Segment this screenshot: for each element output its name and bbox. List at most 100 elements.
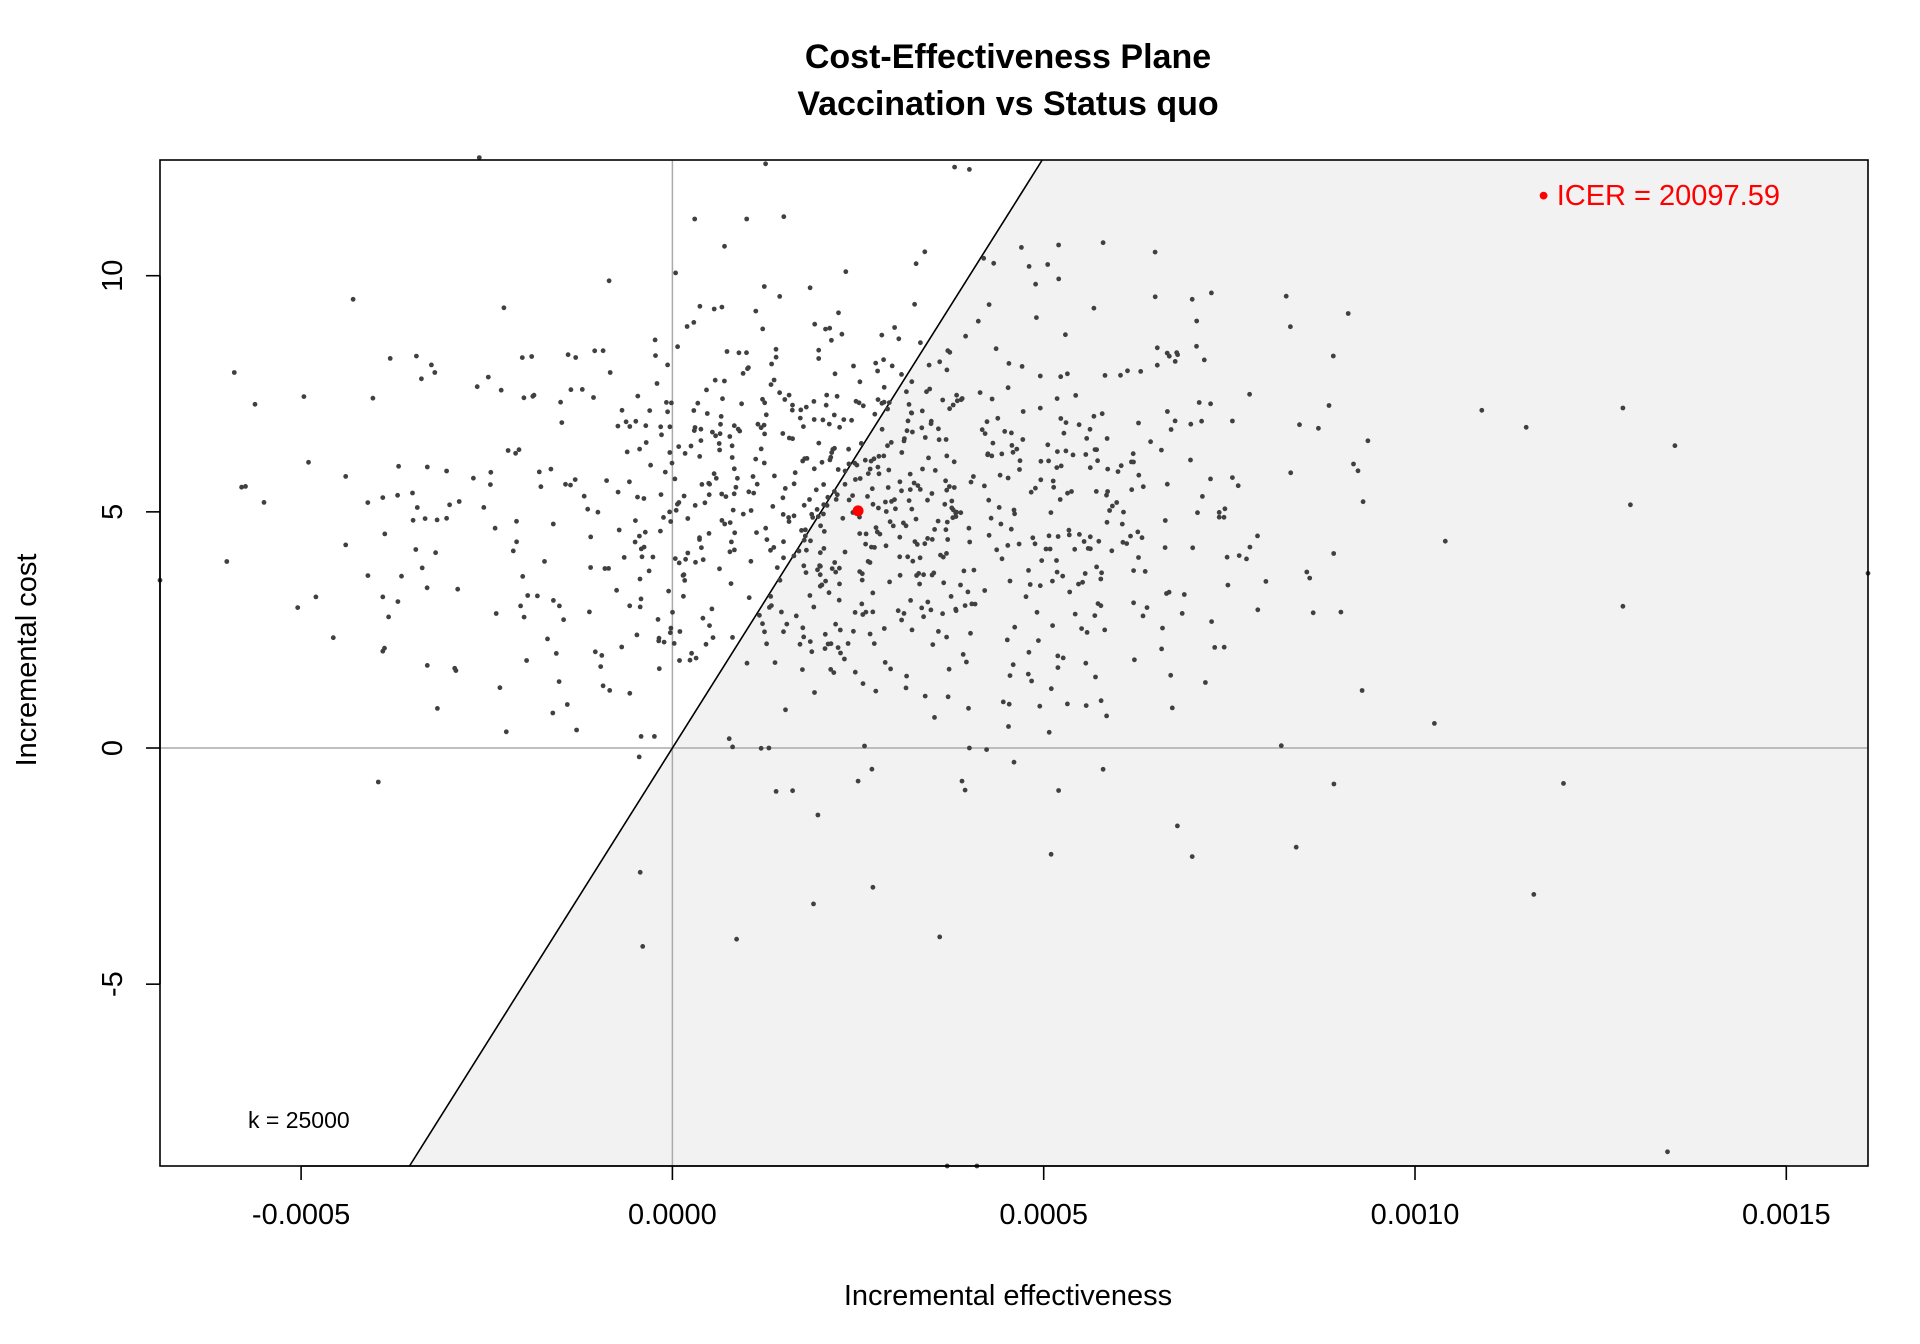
simulation-point <box>981 255 987 261</box>
simulation-point <box>565 352 571 358</box>
simulation-point <box>846 461 852 467</box>
simulation-point <box>1140 613 1146 619</box>
simulation-point <box>627 690 633 696</box>
simulation-point <box>925 497 930 503</box>
simulation-point <box>510 548 516 554</box>
simulation-point <box>897 572 903 578</box>
simulation-point <box>699 545 704 551</box>
simulation-point <box>685 550 691 556</box>
simulation-point <box>1069 489 1074 494</box>
simulation-point <box>719 491 725 497</box>
simulation-point <box>681 493 687 499</box>
simulation-point <box>607 688 613 693</box>
simulation-point <box>1479 407 1485 413</box>
simulation-point <box>892 497 897 502</box>
simulation-point <box>1331 781 1337 787</box>
simulation-point <box>905 418 911 424</box>
simulation-point <box>693 655 699 661</box>
simulation-point <box>1083 452 1089 457</box>
simulation-point <box>1236 553 1242 558</box>
simulation-point <box>1099 411 1105 417</box>
simulation-point <box>873 688 879 694</box>
simulation-point <box>1118 372 1123 378</box>
simulation-point <box>1056 788 1061 793</box>
simulation-point <box>851 363 856 369</box>
simulation-point <box>675 344 680 350</box>
simulation-point <box>1023 594 1029 600</box>
simulation-point <box>1162 545 1168 550</box>
simulation-point <box>719 304 725 310</box>
simulation-point <box>550 521 556 527</box>
simulation-point <box>769 361 774 367</box>
simulation-point <box>873 525 879 530</box>
simulation-point <box>1131 568 1136 573</box>
simulation-point <box>834 492 840 498</box>
simulation-point <box>396 463 401 469</box>
simulation-point <box>997 472 1003 478</box>
simulation-point <box>365 500 371 505</box>
simulation-point <box>503 729 509 735</box>
simulation-point <box>730 744 735 750</box>
simulation-point <box>1188 457 1193 463</box>
simulation-point <box>941 580 947 586</box>
simulation-point <box>1063 420 1069 425</box>
simulation-point <box>917 487 923 492</box>
simulation-point <box>1084 630 1090 635</box>
simulation-point <box>912 301 917 307</box>
simulation-point <box>968 630 973 636</box>
simulation-point <box>863 541 868 547</box>
simulation-point <box>1002 429 1008 434</box>
simulation-point <box>683 556 688 562</box>
simulation-point <box>763 525 769 531</box>
simulation-point <box>1105 489 1110 494</box>
simulation-point <box>820 417 826 423</box>
simulation-point <box>769 603 774 608</box>
simulation-point <box>639 554 645 560</box>
simulation-point <box>800 625 806 631</box>
simulation-point <box>1070 452 1076 458</box>
simulation-point <box>922 249 928 255</box>
simulation-point <box>553 651 559 656</box>
simulation-point <box>635 393 641 399</box>
simulation-point <box>365 573 371 578</box>
simulation-point <box>852 610 858 615</box>
simulation-point <box>906 498 912 503</box>
icer-label: • ICER = 20097.59 <box>1538 180 1780 212</box>
simulation-point <box>801 634 807 640</box>
simulation-point <box>1169 705 1175 711</box>
simulation-point <box>719 518 725 523</box>
simulation-point <box>1037 703 1043 709</box>
simulation-point <box>888 440 894 445</box>
simulation-point <box>1189 854 1195 859</box>
simulation-point <box>876 453 882 459</box>
simulation-point <box>928 421 934 427</box>
simulation-point <box>865 494 870 499</box>
simulation-point <box>588 534 594 540</box>
simulation-point <box>801 502 807 508</box>
simulation-point <box>786 392 792 398</box>
simulation-point <box>239 484 245 490</box>
simulation-point <box>424 585 430 591</box>
simulation-point <box>1077 532 1082 537</box>
simulation-point <box>1164 350 1170 356</box>
simulation-point <box>977 390 983 395</box>
simulation-point <box>1006 724 1011 729</box>
simulation-point <box>963 333 968 339</box>
simulation-point <box>845 641 851 646</box>
simulation-point <box>1038 477 1044 483</box>
simulation-point <box>811 901 816 907</box>
simulation-point <box>621 555 627 560</box>
simulation-point <box>636 754 642 760</box>
simulation-point <box>927 386 933 392</box>
simulation-point <box>432 370 438 375</box>
simulation-point <box>744 350 749 356</box>
simulation-point <box>951 459 957 465</box>
simulation-point <box>945 537 951 542</box>
simulation-point <box>875 368 880 374</box>
simulation-point <box>857 476 863 481</box>
simulation-point <box>1005 475 1011 481</box>
simulation-point <box>874 529 880 535</box>
simulation-point <box>638 546 644 552</box>
simulation-point <box>1432 721 1437 726</box>
simulation-point <box>828 667 834 672</box>
